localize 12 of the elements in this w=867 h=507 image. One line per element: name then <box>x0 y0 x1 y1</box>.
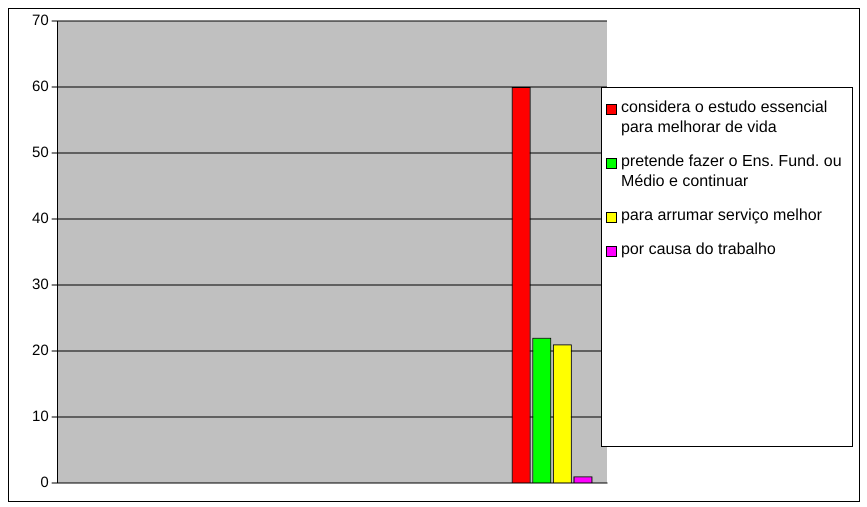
legend-label: para arrumar serviço melhor <box>621 206 822 226</box>
legend-label: considera o estudo essencial para melhorar de vida <box>621 98 828 138</box>
y-tick-label: 50 <box>32 144 49 162</box>
y-tick-label: 60 <box>32 78 49 96</box>
legend-label: pretende fazer o Ens. Fund. ou Médio e continuar <box>621 152 843 192</box>
y-tick-label: 0 <box>40 474 49 492</box>
y-tick-label: 70 <box>32 12 49 30</box>
legend-label: por causa do trabalho <box>621 240 776 260</box>
y-tick-label: 10 <box>32 408 49 426</box>
y-tick-label: 20 <box>32 342 49 360</box>
y-tick-label: 30 <box>32 276 49 294</box>
y-tick-label: 40 <box>32 210 49 228</box>
